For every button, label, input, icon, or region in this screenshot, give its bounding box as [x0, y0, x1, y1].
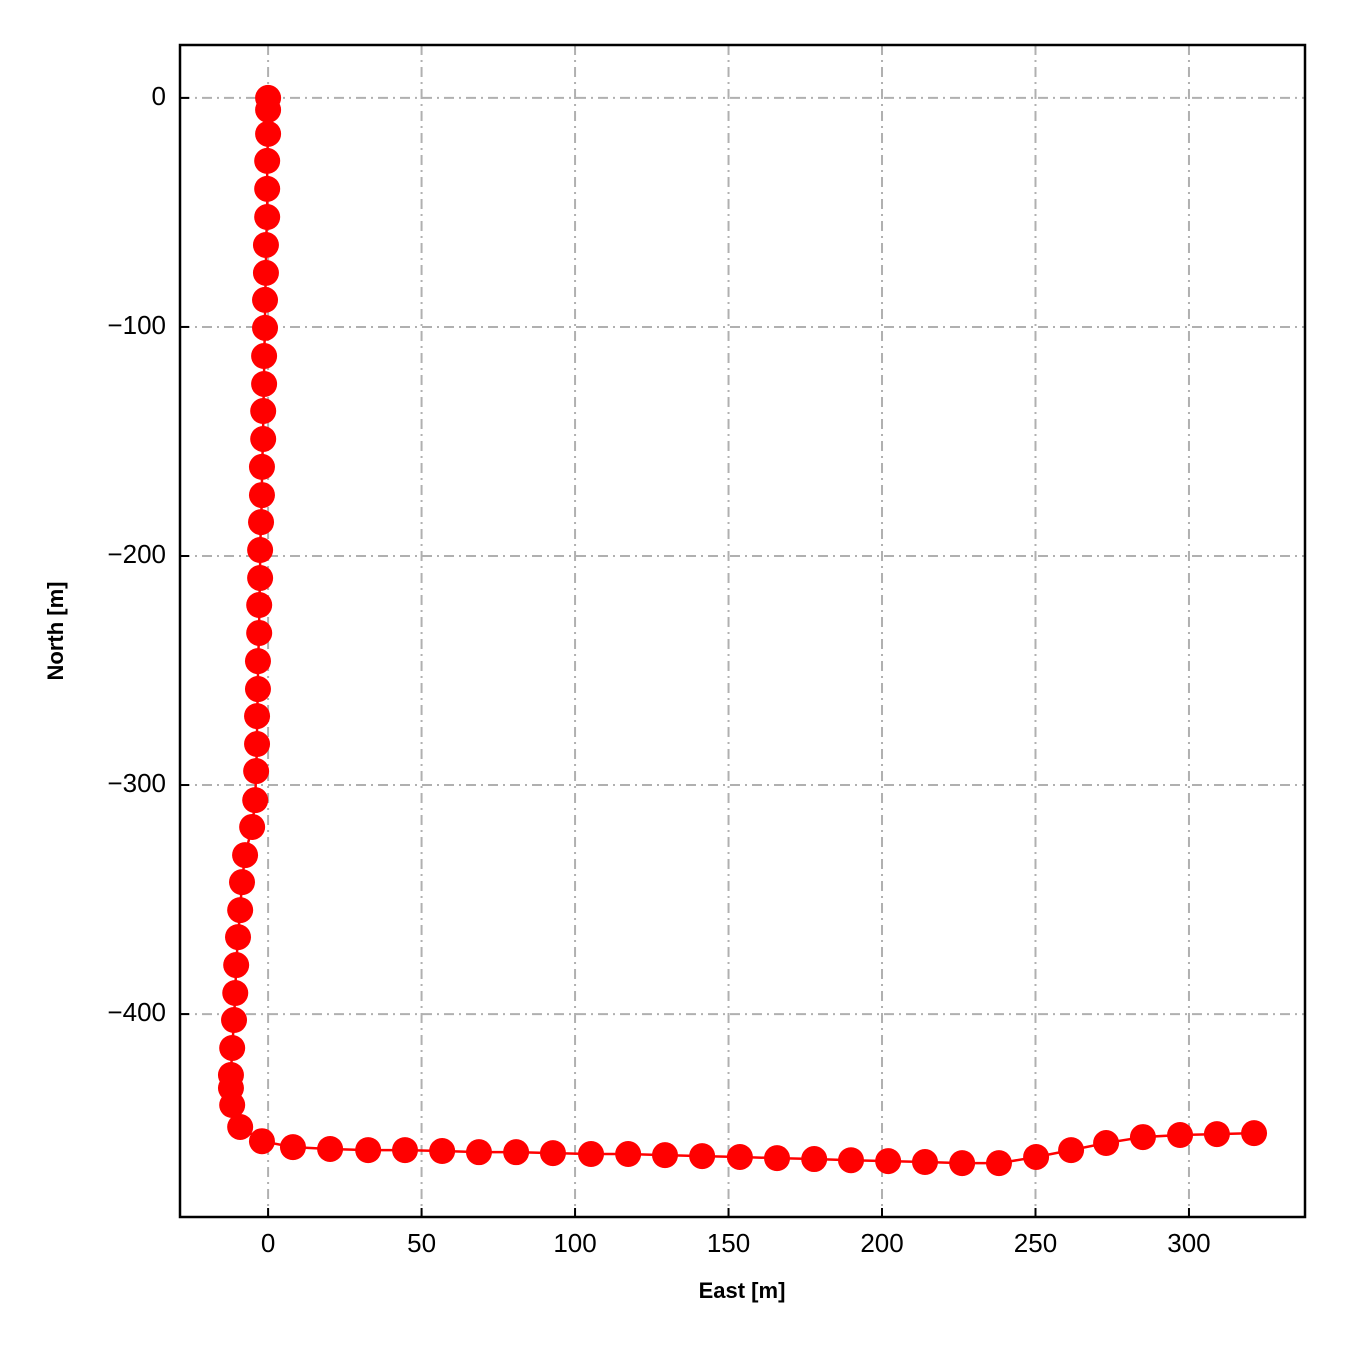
y-axis-label: North [m]: [43, 582, 68, 681]
marker: [248, 453, 275, 480]
x-tick-label: 250: [1014, 1228, 1057, 1258]
marker: [252, 259, 279, 286]
marker: [1167, 1122, 1194, 1149]
marker: [726, 1143, 753, 1170]
y-tick-label: −200: [107, 539, 166, 569]
marker: [1023, 1143, 1050, 1170]
marker: [225, 924, 252, 951]
y-tick-label: −100: [107, 310, 166, 340]
marker: [251, 370, 278, 397]
marker: [1203, 1121, 1230, 1148]
marker: [219, 1034, 246, 1061]
marker: [222, 979, 249, 1006]
x-tick-label: 0: [261, 1228, 275, 1258]
marker: [244, 703, 271, 730]
marker: [764, 1145, 791, 1172]
marker: [246, 619, 273, 646]
marker: [279, 1134, 306, 1161]
x-tick-label: 200: [860, 1228, 903, 1258]
marker: [254, 147, 281, 174]
y-tick-label: −400: [107, 997, 166, 1027]
marker: [239, 813, 266, 840]
x-tick-label: 150: [707, 1228, 750, 1258]
marker: [242, 787, 269, 814]
marker: [838, 1147, 865, 1174]
marker: [615, 1141, 642, 1168]
marker: [243, 758, 270, 785]
marker: [247, 537, 274, 564]
y-tick-label: −300: [107, 768, 166, 798]
marker: [392, 1137, 418, 1164]
marker: [244, 676, 271, 703]
marker: [248, 482, 275, 509]
marker: [252, 231, 279, 258]
marker: [244, 731, 271, 758]
plot-frame: [178, 43, 1307, 1219]
marker: [911, 1149, 938, 1176]
marker: [252, 286, 279, 313]
marker: [503, 1139, 530, 1166]
marker: [317, 1135, 344, 1162]
marker: [689, 1143, 716, 1170]
marker: [223, 952, 250, 979]
marker: [465, 1139, 492, 1166]
x-axis-label: East [m]: [699, 1278, 786, 1303]
marker: [254, 204, 281, 231]
marker: [255, 96, 282, 123]
marker: [232, 842, 259, 869]
marker: [229, 869, 256, 896]
marker: [254, 175, 281, 202]
x-tick-label: 300: [1167, 1228, 1210, 1258]
marker: [248, 1128, 275, 1155]
marker: [246, 592, 273, 619]
marker: [250, 425, 277, 452]
marker: [251, 343, 278, 370]
marker: [949, 1150, 976, 1177]
x-tick-label: 100: [553, 1228, 596, 1258]
marker: [539, 1140, 566, 1167]
marker: [252, 314, 279, 341]
marker: [1093, 1130, 1120, 1157]
marker: [875, 1148, 902, 1175]
marker: [429, 1138, 456, 1165]
marker: [244, 648, 271, 675]
marker: [221, 1007, 248, 1034]
marker: [1129, 1124, 1156, 1151]
marker: [355, 1137, 382, 1164]
x-tick-label: 50: [407, 1228, 436, 1258]
marker: [219, 1091, 246, 1118]
marker: [1058, 1137, 1085, 1164]
marker: [255, 120, 282, 147]
marker: [1241, 1120, 1268, 1147]
y-tick-label: 0: [152, 81, 166, 111]
marker: [247, 564, 274, 591]
marker: [578, 1141, 605, 1168]
line: [229, 97, 1255, 1165]
marker: [985, 1150, 1012, 1177]
marker: [227, 1113, 254, 1140]
marker: [248, 509, 275, 536]
marker: [227, 897, 254, 924]
marker: [250, 398, 277, 425]
marker: [801, 1146, 828, 1173]
marker: [651, 1142, 678, 1169]
